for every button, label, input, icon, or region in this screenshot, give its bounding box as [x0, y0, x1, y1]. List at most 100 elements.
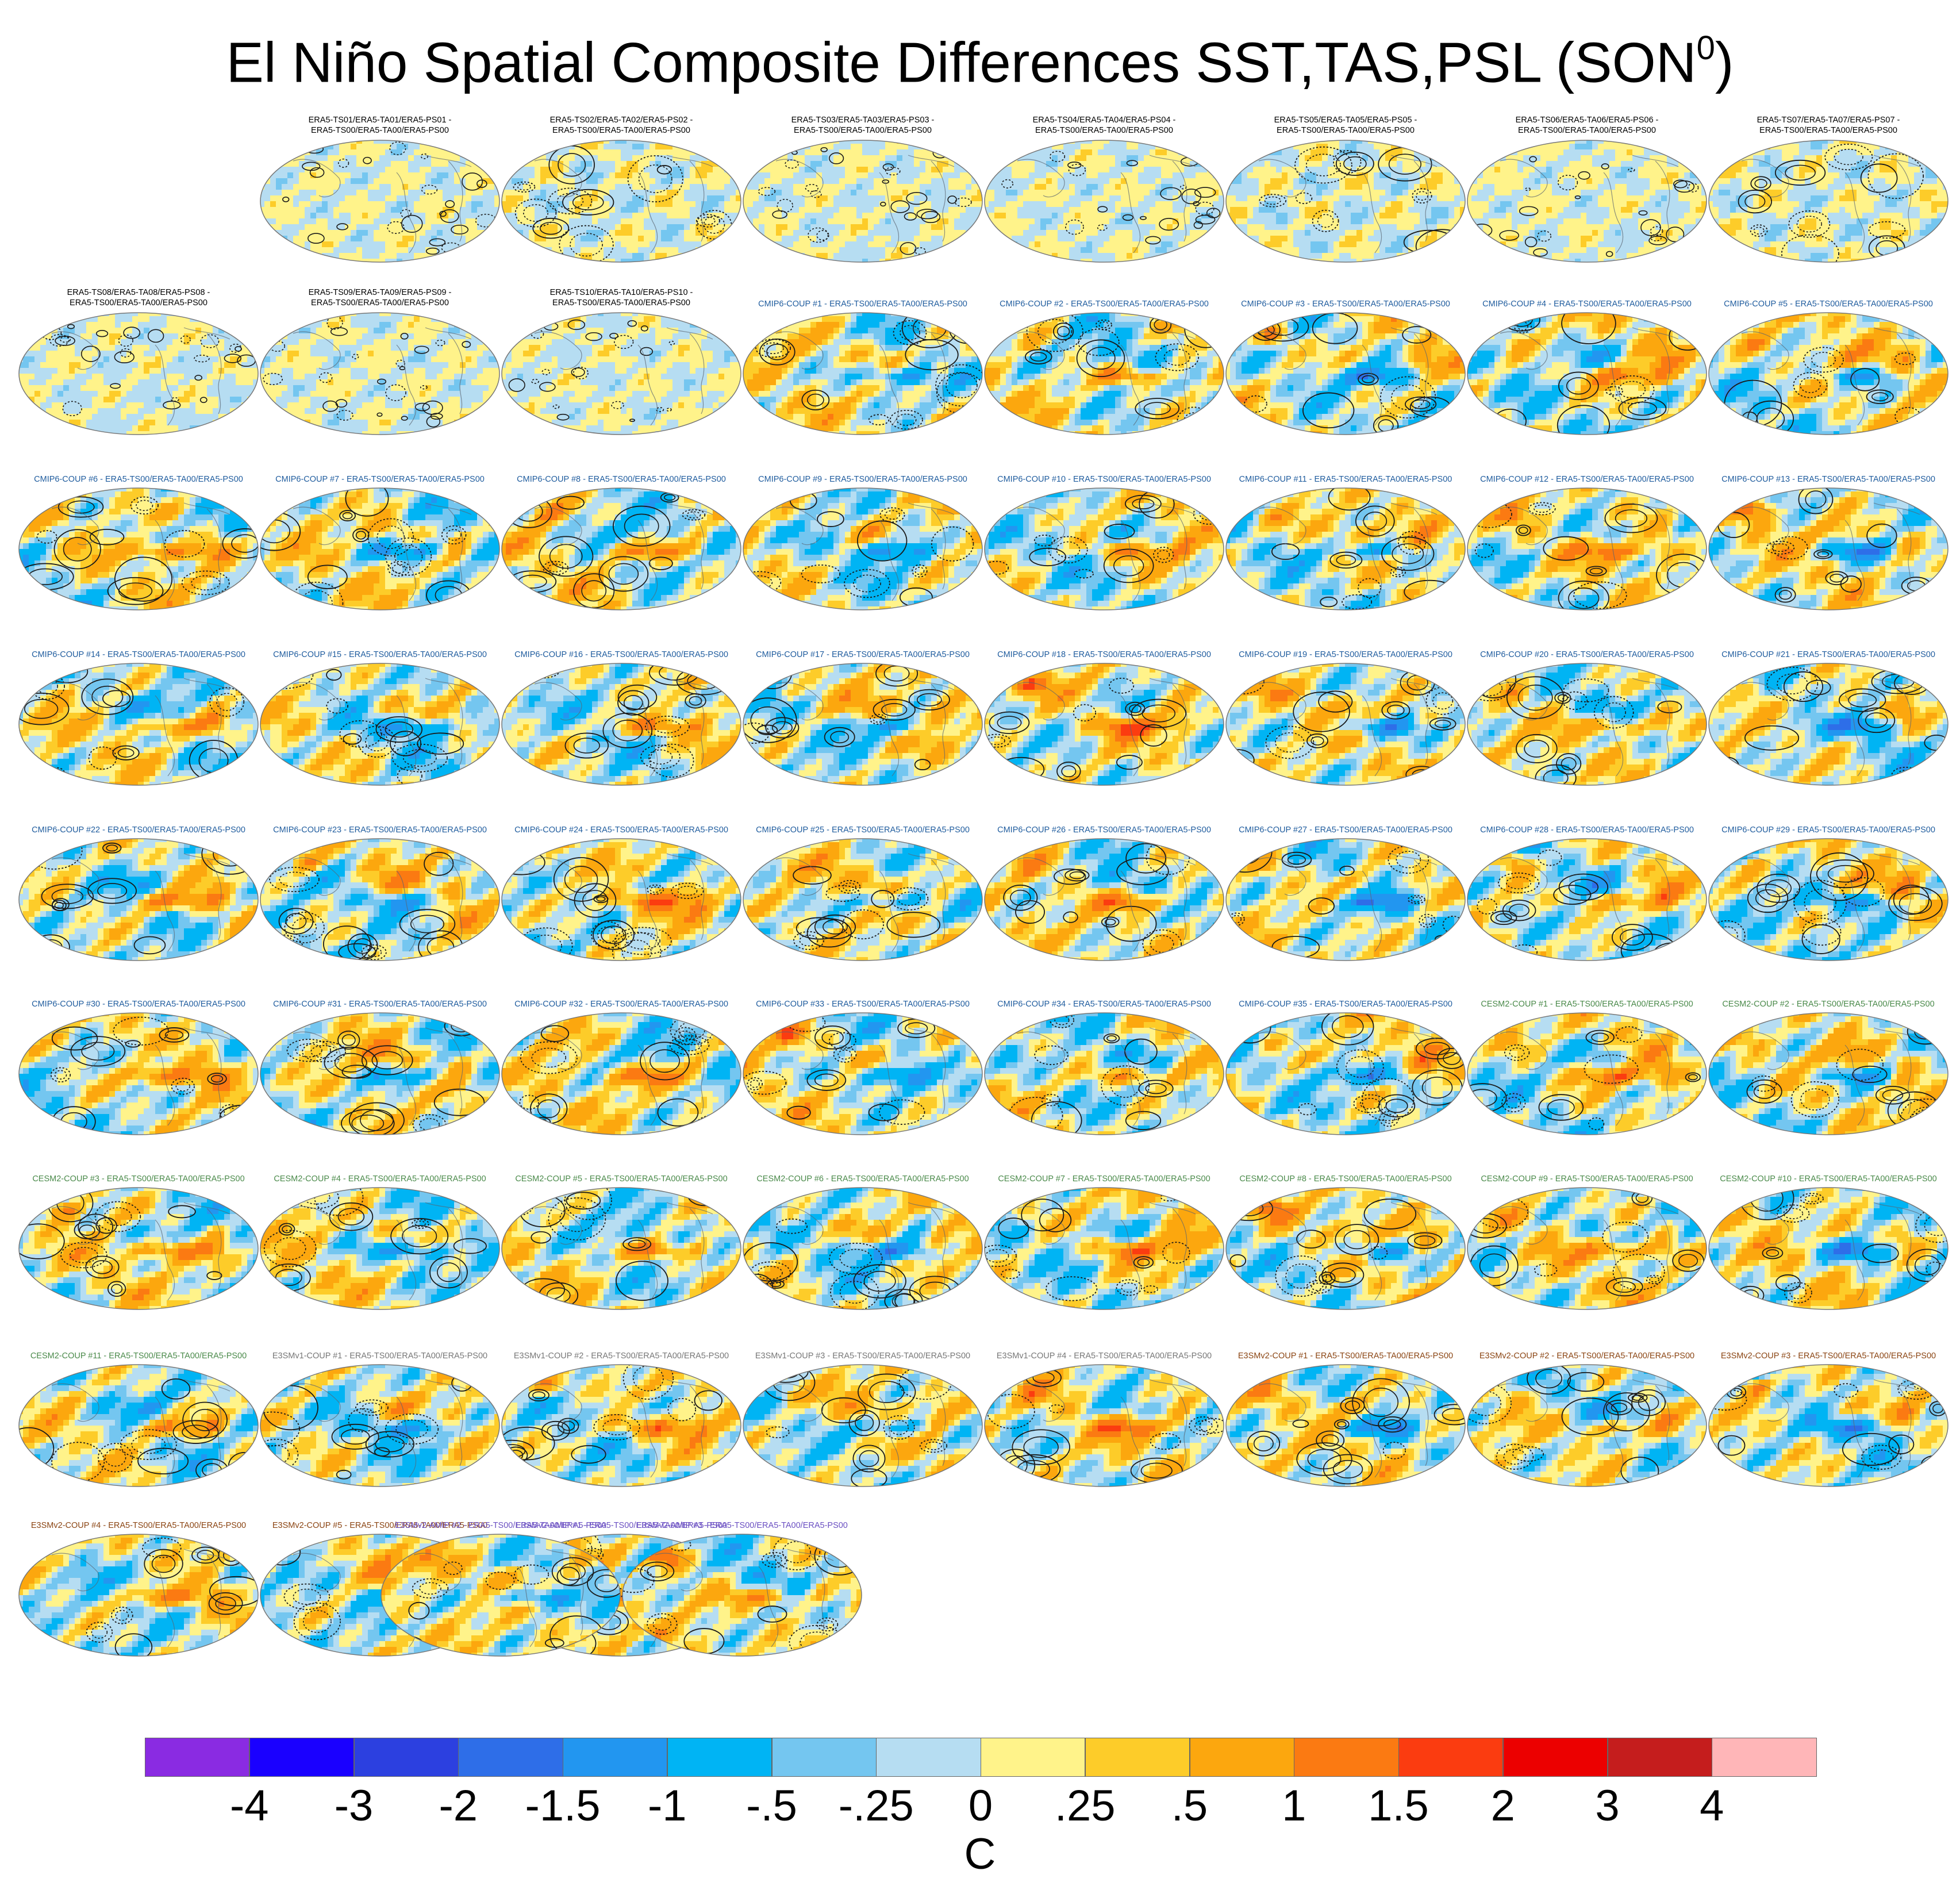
field-cell — [1443, 184, 1449, 190]
field-cell — [1627, 138, 1633, 144]
field-cell — [345, 213, 351, 219]
field-cell — [1023, 178, 1029, 185]
field-cell — [1017, 149, 1024, 156]
field-cell — [1322, 241, 1328, 248]
field-cell — [1385, 138, 1392, 144]
field-cell — [1109, 224, 1116, 231]
field-cell — [1345, 259, 1351, 264]
field-cell — [879, 149, 886, 156]
field-cell — [1230, 230, 1236, 236]
field-cell — [1460, 241, 1466, 248]
field-cell — [1052, 218, 1058, 225]
field-cell — [1161, 178, 1167, 185]
field-cell — [920, 236, 926, 242]
field-cell — [391, 195, 397, 202]
field-cell — [1035, 144, 1041, 150]
field-cell — [471, 224, 478, 231]
field-cell — [546, 178, 552, 185]
field-cell — [437, 259, 443, 264]
field-cell — [471, 218, 478, 225]
field-cell — [713, 259, 719, 264]
field-cell — [1167, 172, 1173, 179]
field-cell — [1276, 172, 1282, 179]
field-cell — [322, 195, 328, 202]
field-cell — [1173, 201, 1179, 208]
field-cell — [1339, 224, 1346, 231]
field-cell — [420, 259, 426, 264]
field-cell — [351, 253, 357, 259]
field-cell — [1437, 259, 1443, 264]
field-cell — [1012, 167, 1018, 173]
field-cell — [391, 201, 397, 208]
field-cell — [718, 149, 725, 156]
field-cell — [948, 207, 955, 213]
field-cell — [540, 172, 547, 179]
field-cell — [885, 144, 891, 150]
field-cell — [1196, 167, 1202, 173]
field-cell — [1115, 172, 1121, 179]
field-cell — [943, 213, 949, 219]
field-cell — [1196, 230, 1202, 236]
field-cell — [868, 201, 874, 208]
field-cell — [1098, 236, 1104, 242]
field-cell — [839, 247, 846, 253]
field-cell — [1161, 247, 1167, 253]
field-cell — [713, 241, 719, 248]
field-cell — [741, 144, 748, 150]
field-cell — [1167, 253, 1173, 259]
field-cell — [1075, 178, 1081, 185]
field-cell — [1075, 259, 1081, 264]
field-cell — [1150, 259, 1156, 264]
field-cell — [1397, 201, 1403, 208]
field-cell — [615, 195, 621, 202]
field-cell — [1184, 144, 1190, 150]
field-cell — [586, 195, 593, 202]
field-cell — [799, 155, 805, 162]
field-cell — [1035, 195, 1041, 202]
field-cell — [506, 207, 512, 213]
field-cell — [690, 195, 696, 202]
field-cell — [1288, 201, 1294, 208]
field-cell — [650, 195, 656, 202]
field-cell — [1063, 190, 1070, 196]
field-cell — [897, 172, 903, 179]
field-cell — [764, 184, 771, 190]
field-cell — [339, 149, 345, 156]
field-cell — [1144, 161, 1150, 167]
field-cell — [1092, 138, 1098, 144]
field-cell — [638, 224, 644, 231]
field-cell — [885, 213, 891, 219]
field-cell — [943, 253, 949, 259]
field-cell — [1696, 144, 1702, 150]
field-cell — [1150, 178, 1156, 185]
psl-contour — [468, 144, 486, 157]
field-cell — [1425, 253, 1432, 259]
panel-title-line2: ERA5-TS00/ERA5-TA00/ERA5-PS00 — [966, 125, 1243, 136]
panel-title-line2: ERA5-TS00/ERA5-TA00/ERA5-PS00 — [724, 125, 1001, 136]
field-cell — [299, 236, 305, 242]
field-cell — [862, 138, 868, 144]
field-cell — [546, 241, 552, 248]
field-cell — [799, 241, 805, 248]
field-cell — [615, 138, 621, 144]
field-cell — [529, 167, 535, 173]
field-cell — [914, 149, 920, 156]
field-cell — [489, 167, 495, 173]
field-cell — [701, 138, 708, 144]
field-cell — [270, 190, 276, 196]
field-cell — [1040, 259, 1047, 264]
field-cell — [506, 253, 512, 259]
field-cell — [402, 190, 409, 196]
field-cell — [787, 195, 794, 202]
field-cell — [431, 161, 437, 167]
field-cell — [471, 259, 478, 264]
field-cell — [1368, 178, 1374, 185]
field-cell — [1379, 201, 1386, 208]
field-cell — [1333, 213, 1340, 219]
field-cell — [805, 201, 811, 208]
field-cell — [443, 172, 449, 179]
field-cell — [1420, 218, 1426, 225]
field-cell — [678, 213, 685, 219]
field-cell — [966, 144, 972, 150]
field-cell — [1184, 149, 1190, 156]
